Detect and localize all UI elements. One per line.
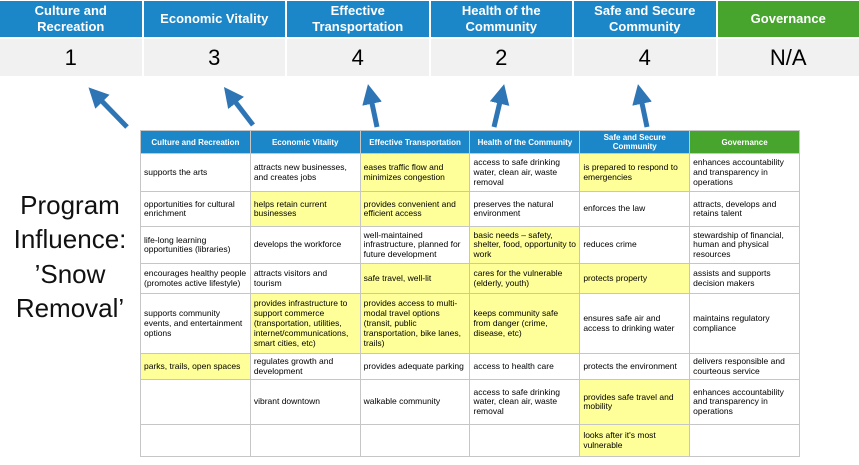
matrix-cell: preserves the natural environment (469, 191, 581, 228)
influence-arrow (632, 84, 652, 128)
matrix-row: life-long learning opportunities (librar… (140, 226, 800, 265)
matrix-header-effective-transportation: Effective Transportation (359, 129, 471, 155)
matrix-row: encourages healthy people (promotes acti… (140, 263, 800, 295)
scoreboard: Culture and Recreation Economic Vitality… (0, 1, 859, 76)
matrix-cell: attracts new businesses, and creates job… (249, 153, 361, 193)
matrix-row: parks, trails, open spaces regulates grow… (140, 353, 800, 381)
matrix-cell: maintains regulatory compliance (689, 293, 800, 355)
influence-arrows-graphic (88, 84, 652, 129)
matrix-header-safe-secure-community: Safe and Secure Community (579, 129, 691, 155)
influence-arrow (489, 84, 510, 128)
matrix-cell: cares for the vulnerable (elderly, youth… (469, 263, 581, 295)
pillar-header-governance: Governance (717, 1, 859, 37)
matrix-cell: protects the environment (579, 353, 691, 381)
matrix-cell: enhances accountability and transparency… (689, 153, 800, 193)
matrix-cell: looks after it's most vulnerable (579, 424, 691, 458)
pillar-score-culture-recreation: 1 (0, 39, 142, 76)
matrix-cell: access to health care (469, 353, 581, 381)
matrix-cell: walkable community (359, 379, 471, 426)
matrix-cell: regulates growth and development (249, 353, 361, 381)
matrix-cell: develops the workforce (249, 226, 361, 265)
matrix-cell: assists and supports decision makers (689, 263, 800, 295)
matrix-cell (359, 424, 471, 458)
influence-arrow (88, 87, 129, 129)
influence-arrow (223, 87, 255, 127)
matrix-body: supports the arts attracts new businesses… (140, 153, 800, 458)
matrix-cell: vibrant downtown (249, 379, 361, 426)
pillar-score-governance: N/A (717, 39, 859, 76)
matrix-header-culture-recreation: Culture and Recreation (140, 129, 251, 155)
matrix-cell: provides safe travel and mobility (579, 379, 691, 426)
matrix-cell: parks, trails, open spaces (140, 353, 251, 381)
pillar-header-economic-vitality: Economic Vitality (143, 1, 285, 37)
matrix-cell: access to safe drinking water, clean air… (469, 153, 581, 193)
matrix-cell: helps retain current businesses (249, 191, 361, 228)
matrix-header-row: Culture and Recreation Economic Vitality… (140, 129, 800, 155)
matrix-cell: provides convenient and efficient access (359, 191, 471, 228)
matrix-cell: supports the arts (140, 153, 251, 193)
matrix-cell: protects property (579, 263, 691, 295)
matrix-cell: provides access to multi-modal travel op… (359, 293, 471, 355)
matrix-cell: life-long learning opportunities (librar… (140, 226, 251, 265)
pillar-header-health-community: Health of the Community (430, 1, 572, 37)
matrix-cell (689, 424, 800, 458)
matrix-cell (469, 424, 581, 458)
matrix-cell: opportunities for cultural enrichment (140, 191, 251, 228)
matrix-cell: basic needs – safety, shelter, food, opp… (469, 226, 581, 265)
matrix-cell: provides infrastructure to support comme… (249, 293, 361, 355)
matrix-cell: access to safe drinking water, clean air… (469, 379, 581, 426)
matrix-cell: enforces the law (579, 191, 691, 228)
matrix-cell (249, 424, 361, 458)
pillar-score-effective-transportation: 4 (287, 39, 429, 76)
matrix-cell: attracts, develops and retains talent (689, 191, 800, 228)
matrix-row: supports the arts attracts new businesses… (140, 153, 800, 193)
pillar-header-culture-recreation: Culture and Recreation (0, 1, 142, 37)
pillar-score-safe-secure-community: 4 (574, 39, 716, 76)
matrix-row: vibrant downtown walkable community access… (140, 379, 800, 426)
matrix-header-governance: Governance (689, 129, 800, 155)
matrix-row: opportunities for cultural enrichment hel… (140, 191, 800, 228)
influence-matrix: Culture and Recreation Economic Vitality… (140, 129, 800, 458)
matrix-row: looks after it's most vulnerable (140, 424, 800, 458)
pillar-header-effective-transportation: Effective Transportation (287, 1, 429, 37)
matrix-cell: enhances accountability and transparency… (689, 379, 800, 426)
matrix-cell: well-maintained infrastructure, planned … (359, 226, 471, 265)
page-title: Program Influence: ’Snow Removal’ (13, 190, 127, 323)
matrix-cell: reduces crime (579, 226, 691, 265)
matrix-row: supports community events, and entertain… (140, 293, 800, 355)
matrix-cell: keeps community safe from danger (crime,… (469, 293, 581, 355)
pillar-header-safe-secure-community: Safe and Secure Community (574, 1, 716, 37)
matrix-header-health-community: Health of the Community (469, 129, 581, 155)
matrix-cell: attracts visitors and tourism (249, 263, 361, 295)
matrix-cell: delivers responsible and courteous servi… (689, 353, 800, 381)
pillar-score-economic-vitality: 3 (143, 39, 285, 76)
matrix-cell: stewardship of financial, human and phys… (689, 226, 800, 265)
matrix-cell: supports community events, and entertain… (140, 293, 251, 355)
matrix-cell: encourages healthy people (promotes acti… (140, 263, 251, 295)
matrix-cell (140, 379, 251, 426)
matrix-cell: safe travel, well-lit (359, 263, 471, 295)
matrix-head: Culture and Recreation Economic Vitality… (140, 129, 800, 155)
matrix-header-economic-vitality: Economic Vitality (249, 129, 361, 155)
matrix-cell (140, 424, 251, 458)
matrix-cell: is prepared to respond to emergencies (579, 153, 691, 193)
matrix-cell: provides adequate parking (359, 353, 471, 381)
influence-arrow (362, 84, 382, 128)
matrix-cell: eases traffic flow and minimizes congest… (359, 153, 471, 193)
pillar-score-health-community: 2 (430, 39, 572, 76)
matrix-cell: ensures safe air and access to drinking … (579, 293, 691, 355)
